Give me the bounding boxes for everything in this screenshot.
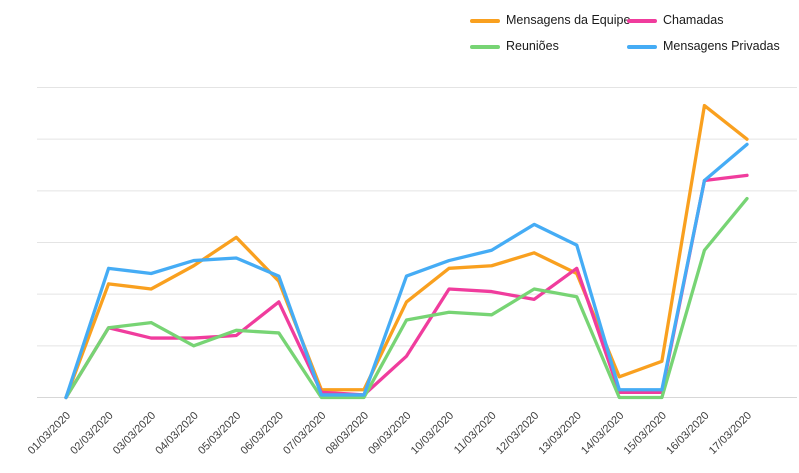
x-tick-label: 15/03/2020	[622, 410, 669, 457]
legend-label: Mensagens Privadas	[663, 39, 780, 53]
x-tick-label: 02/03/2020	[68, 410, 115, 457]
x-tick-label: 11/03/2020	[452, 410, 499, 457]
legend-label: Mensagens da Equipe	[506, 13, 631, 27]
legend-swatch-mensagens-da-equipe	[470, 18, 500, 23]
legend-label: Reuniões	[506, 39, 559, 53]
legend-item-chamadas[interactable]: Chamadas	[627, 12, 780, 29]
x-tick-label: 01/03/2020	[26, 410, 73, 457]
legend-label: Chamadas	[663, 13, 724, 27]
x-tick-label: 08/03/2020	[324, 410, 371, 457]
x-tick-label: 14/03/2020	[579, 410, 626, 457]
x-tick-label: 05/03/2020	[196, 410, 243, 457]
x-tick-label: 10/03/2020	[409, 410, 456, 457]
legend-item-reunioes[interactable]: Reuniões	[470, 38, 627, 55]
x-tick-label: 06/03/2020	[239, 410, 286, 457]
legend-item-mensagens-privadas[interactable]: Mensagens Privadas	[627, 38, 780, 55]
x-tick-label: 03/03/2020	[111, 410, 158, 457]
chart-legend: Mensagens da Equipe Chamadas Reuniões Mensa…	[470, 12, 780, 55]
x-tick-label: 12/03/2020	[494, 410, 541, 457]
x-tick-label: 07/03/2020	[281, 410, 328, 457]
legend-swatch-chamadas	[627, 18, 657, 23]
x-tick-label: 09/03/2020	[366, 410, 413, 457]
series-line-reunioes	[64, 196, 749, 400]
legend-swatch-reunioes	[470, 44, 500, 49]
legend-swatch-mensagens-privadas	[627, 44, 657, 49]
x-tick-label: 04/03/2020	[153, 410, 200, 457]
x-tick-label: 16/03/2020	[664, 410, 711, 457]
legend-item-mensagens-da-equipe[interactable]: Mensagens da Equipe	[470, 12, 631, 29]
series-line-mensagens-da-equipe	[64, 103, 749, 400]
x-tick-label: 17/03/2020	[707, 410, 754, 457]
series-line-chamadas	[64, 173, 749, 400]
series-line-mensagens-privadas	[64, 142, 749, 400]
x-tick-label: 13/03/2020	[536, 410, 583, 457]
